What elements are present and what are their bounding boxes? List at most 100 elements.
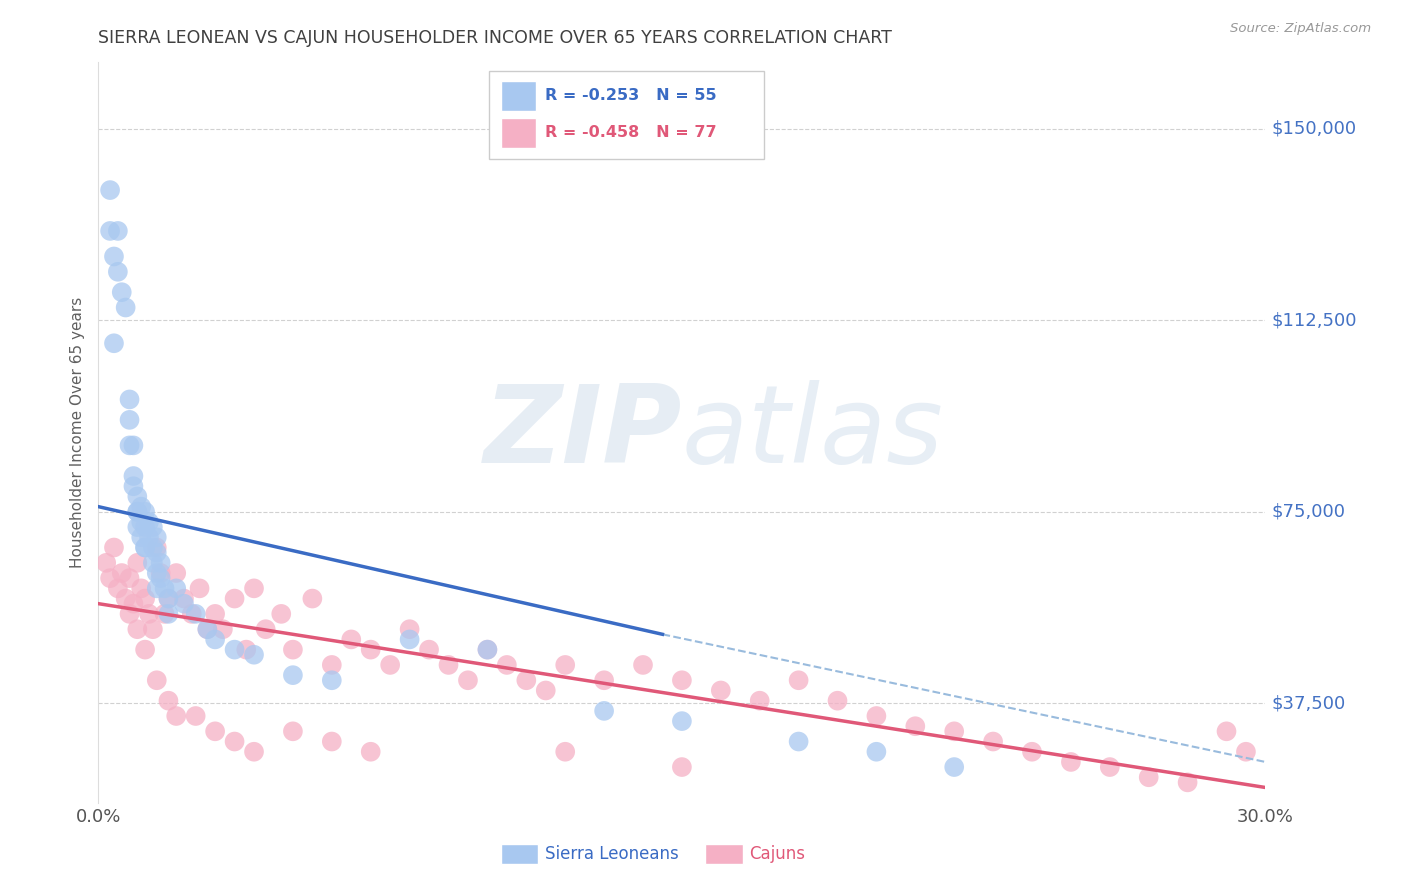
Point bbox=[173, 597, 195, 611]
Point bbox=[398, 632, 420, 647]
Point bbox=[122, 479, 145, 493]
Point bbox=[224, 642, 246, 657]
Point bbox=[184, 607, 207, 621]
Point bbox=[165, 709, 187, 723]
Point bbox=[134, 642, 156, 657]
Point bbox=[157, 694, 180, 708]
Point bbox=[710, 683, 733, 698]
Y-axis label: Householder Income Over 65 years: Householder Income Over 65 years bbox=[70, 297, 86, 568]
Point bbox=[146, 582, 169, 596]
Point bbox=[142, 622, 165, 636]
Point bbox=[114, 301, 136, 315]
Text: $75,000: $75,000 bbox=[1271, 503, 1346, 521]
Point bbox=[224, 734, 246, 748]
Point bbox=[146, 530, 169, 544]
Point bbox=[134, 505, 156, 519]
Point bbox=[195, 622, 218, 636]
Point bbox=[515, 673, 537, 688]
Point bbox=[142, 556, 165, 570]
Point bbox=[165, 582, 187, 596]
Point bbox=[281, 668, 304, 682]
Text: atlas: atlas bbox=[682, 380, 943, 485]
Point bbox=[235, 642, 257, 657]
Point bbox=[146, 541, 169, 555]
Text: Cajuns: Cajuns bbox=[749, 845, 806, 863]
Point bbox=[321, 734, 343, 748]
Point bbox=[134, 541, 156, 555]
FancyBboxPatch shape bbox=[501, 844, 538, 863]
Point bbox=[1215, 724, 1237, 739]
Point bbox=[122, 597, 145, 611]
Point bbox=[96, 556, 118, 570]
Text: $150,000: $150,000 bbox=[1271, 120, 1357, 138]
FancyBboxPatch shape bbox=[706, 844, 742, 863]
Point bbox=[943, 724, 966, 739]
Point bbox=[138, 515, 160, 529]
Point bbox=[107, 265, 129, 279]
Point bbox=[477, 642, 499, 657]
Point bbox=[149, 556, 172, 570]
Point bbox=[554, 745, 576, 759]
Point bbox=[593, 704, 616, 718]
Point bbox=[457, 673, 479, 688]
Point bbox=[281, 642, 304, 657]
Point bbox=[138, 530, 160, 544]
Point bbox=[149, 571, 172, 585]
Point bbox=[157, 591, 180, 606]
Point bbox=[1021, 745, 1043, 759]
Point bbox=[243, 648, 266, 662]
Point bbox=[111, 566, 134, 580]
Point bbox=[127, 622, 149, 636]
Point bbox=[138, 607, 160, 621]
Point bbox=[321, 673, 343, 688]
Point bbox=[360, 745, 382, 759]
Point bbox=[1234, 745, 1257, 759]
Point bbox=[111, 285, 134, 300]
Point bbox=[118, 571, 141, 585]
Point bbox=[134, 541, 156, 555]
Point bbox=[122, 438, 145, 452]
Point bbox=[184, 709, 207, 723]
Point bbox=[127, 520, 149, 534]
Point bbox=[146, 546, 169, 560]
Point bbox=[301, 591, 323, 606]
Point bbox=[224, 591, 246, 606]
Point bbox=[157, 607, 180, 621]
Point bbox=[270, 607, 292, 621]
Point bbox=[129, 500, 152, 514]
Point bbox=[127, 556, 149, 570]
Point bbox=[554, 657, 576, 672]
Point bbox=[1060, 755, 1083, 769]
Point bbox=[748, 694, 770, 708]
Point bbox=[981, 734, 1004, 748]
Point bbox=[107, 582, 129, 596]
Point bbox=[787, 734, 810, 748]
Point bbox=[204, 724, 226, 739]
Point bbox=[865, 745, 887, 759]
Point bbox=[904, 719, 927, 733]
Text: $112,500: $112,500 bbox=[1271, 311, 1357, 329]
FancyBboxPatch shape bbox=[501, 118, 536, 147]
Point bbox=[865, 709, 887, 723]
Text: R = -0.458   N = 77: R = -0.458 N = 77 bbox=[546, 125, 717, 140]
Point bbox=[114, 591, 136, 606]
FancyBboxPatch shape bbox=[489, 71, 763, 159]
Point bbox=[118, 413, 141, 427]
Point bbox=[281, 724, 304, 739]
Point bbox=[188, 582, 211, 596]
Point bbox=[118, 392, 141, 407]
Point bbox=[631, 657, 654, 672]
Point bbox=[142, 541, 165, 555]
Point bbox=[107, 224, 129, 238]
Point bbox=[118, 438, 141, 452]
Point bbox=[98, 571, 121, 585]
Point bbox=[212, 622, 235, 636]
Point bbox=[103, 541, 125, 555]
Point bbox=[146, 566, 169, 580]
Text: R = -0.253   N = 55: R = -0.253 N = 55 bbox=[546, 88, 717, 103]
Point bbox=[671, 760, 693, 774]
Text: $37,500: $37,500 bbox=[1271, 694, 1346, 712]
Text: Source: ZipAtlas.com: Source: ZipAtlas.com bbox=[1230, 22, 1371, 36]
Point bbox=[142, 520, 165, 534]
Point bbox=[122, 469, 145, 483]
